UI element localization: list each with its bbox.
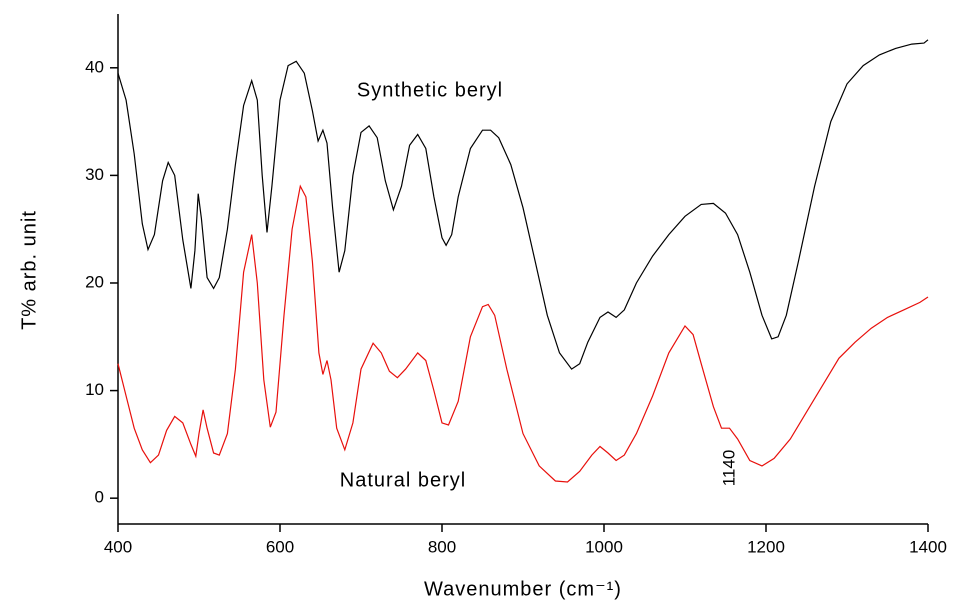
x-tick-label: 1400 (909, 537, 947, 556)
x-axis-label: Wavenumber (cm⁻¹) (424, 578, 622, 600)
y-tick-label: 10 (85, 380, 104, 399)
x-tick-label: 1000 (585, 537, 623, 556)
x-tick-label: 600 (266, 537, 294, 556)
series-line (117, 184, 929, 483)
series-line (117, 39, 929, 370)
x-tick-label: 400 (104, 537, 132, 556)
y-tick-label: 30 (85, 165, 104, 184)
y-tick-label: 20 (85, 272, 104, 291)
annotation: 1140 (719, 450, 738, 487)
x-tick-label: 800 (428, 537, 456, 556)
y-tick-label: 0 (95, 488, 104, 507)
y-tick-label: 40 (85, 57, 104, 76)
x-tick-label: 1200 (747, 537, 785, 556)
annotation: Synthetic beryl (357, 79, 503, 101)
annotation: Natural beryl (340, 469, 466, 491)
y-axis-label: T% arb. unit (18, 210, 40, 330)
